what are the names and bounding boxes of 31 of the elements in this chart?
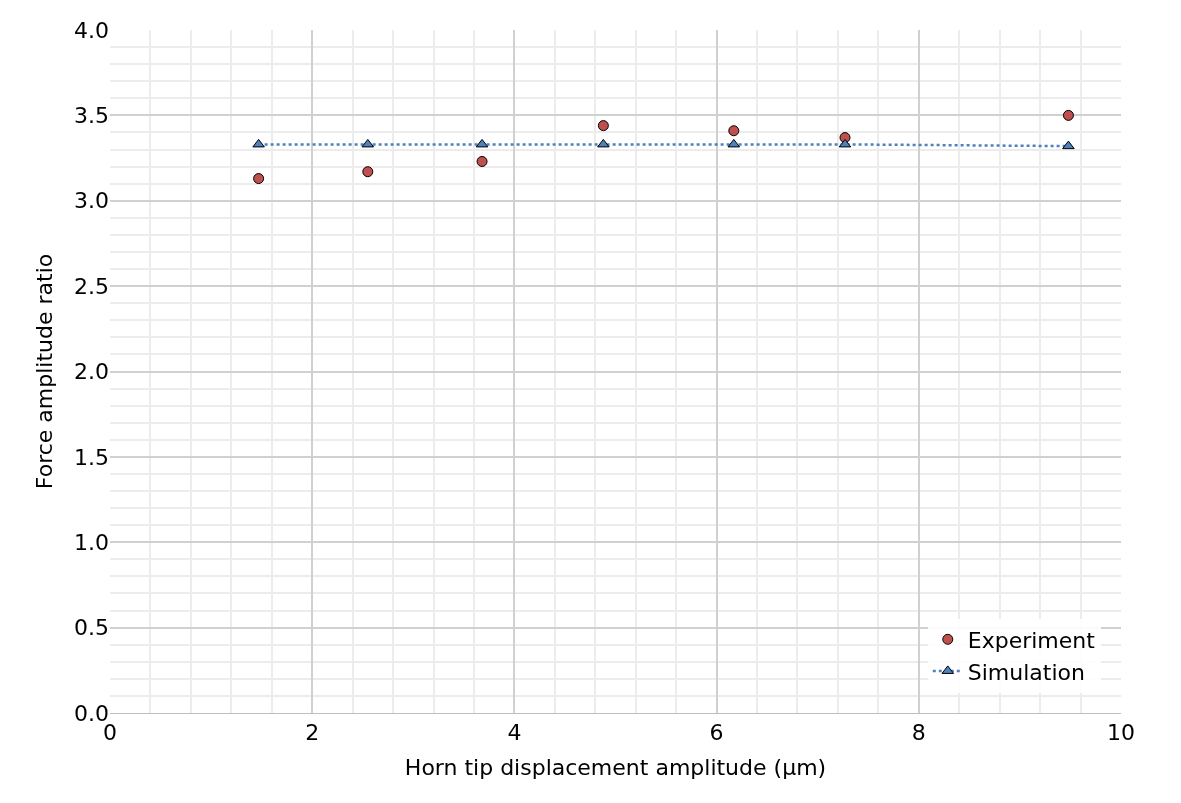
x-tick-label: 8	[911, 720, 926, 746]
y-tick-label: 3.0	[74, 188, 109, 214]
y-tick-label: 2.0	[74, 359, 109, 385]
y-tick-label: 1.5	[74, 444, 109, 470]
point	[362, 166, 374, 178]
point	[361, 138, 375, 148]
y-tick-label: 3.5	[74, 103, 109, 129]
y-axis-title: Force amplitude ratio	[31, 253, 57, 490]
y-tick-label: 0.5	[74, 615, 109, 641]
point	[728, 125, 740, 137]
point	[597, 138, 610, 148]
y-tick-label: 1.0	[74, 529, 109, 555]
x-tick-label: 10	[1107, 720, 1135, 746]
x-tick-label: 0	[103, 720, 117, 746]
point	[252, 138, 265, 148]
point	[475, 138, 489, 148]
y-tick-label: 2.5	[74, 273, 109, 299]
x-tick-label: 6	[709, 720, 724, 746]
x-axis-title: Horn tip displacement amplitude (μm)	[404, 755, 827, 781]
point	[476, 155, 488, 167]
point	[838, 138, 852, 148]
legend-label: Simulation	[967, 659, 1085, 685]
point	[1062, 109, 1074, 121]
point	[253, 173, 265, 185]
x-tick-label: 4	[507, 720, 522, 746]
point	[597, 120, 609, 132]
legend-label: Experiment	[967, 627, 1096, 653]
x-tick-label: 2	[305, 720, 320, 746]
y-tick-label: 4.0	[74, 17, 109, 43]
point	[727, 138, 741, 148]
point	[1062, 140, 1075, 150]
